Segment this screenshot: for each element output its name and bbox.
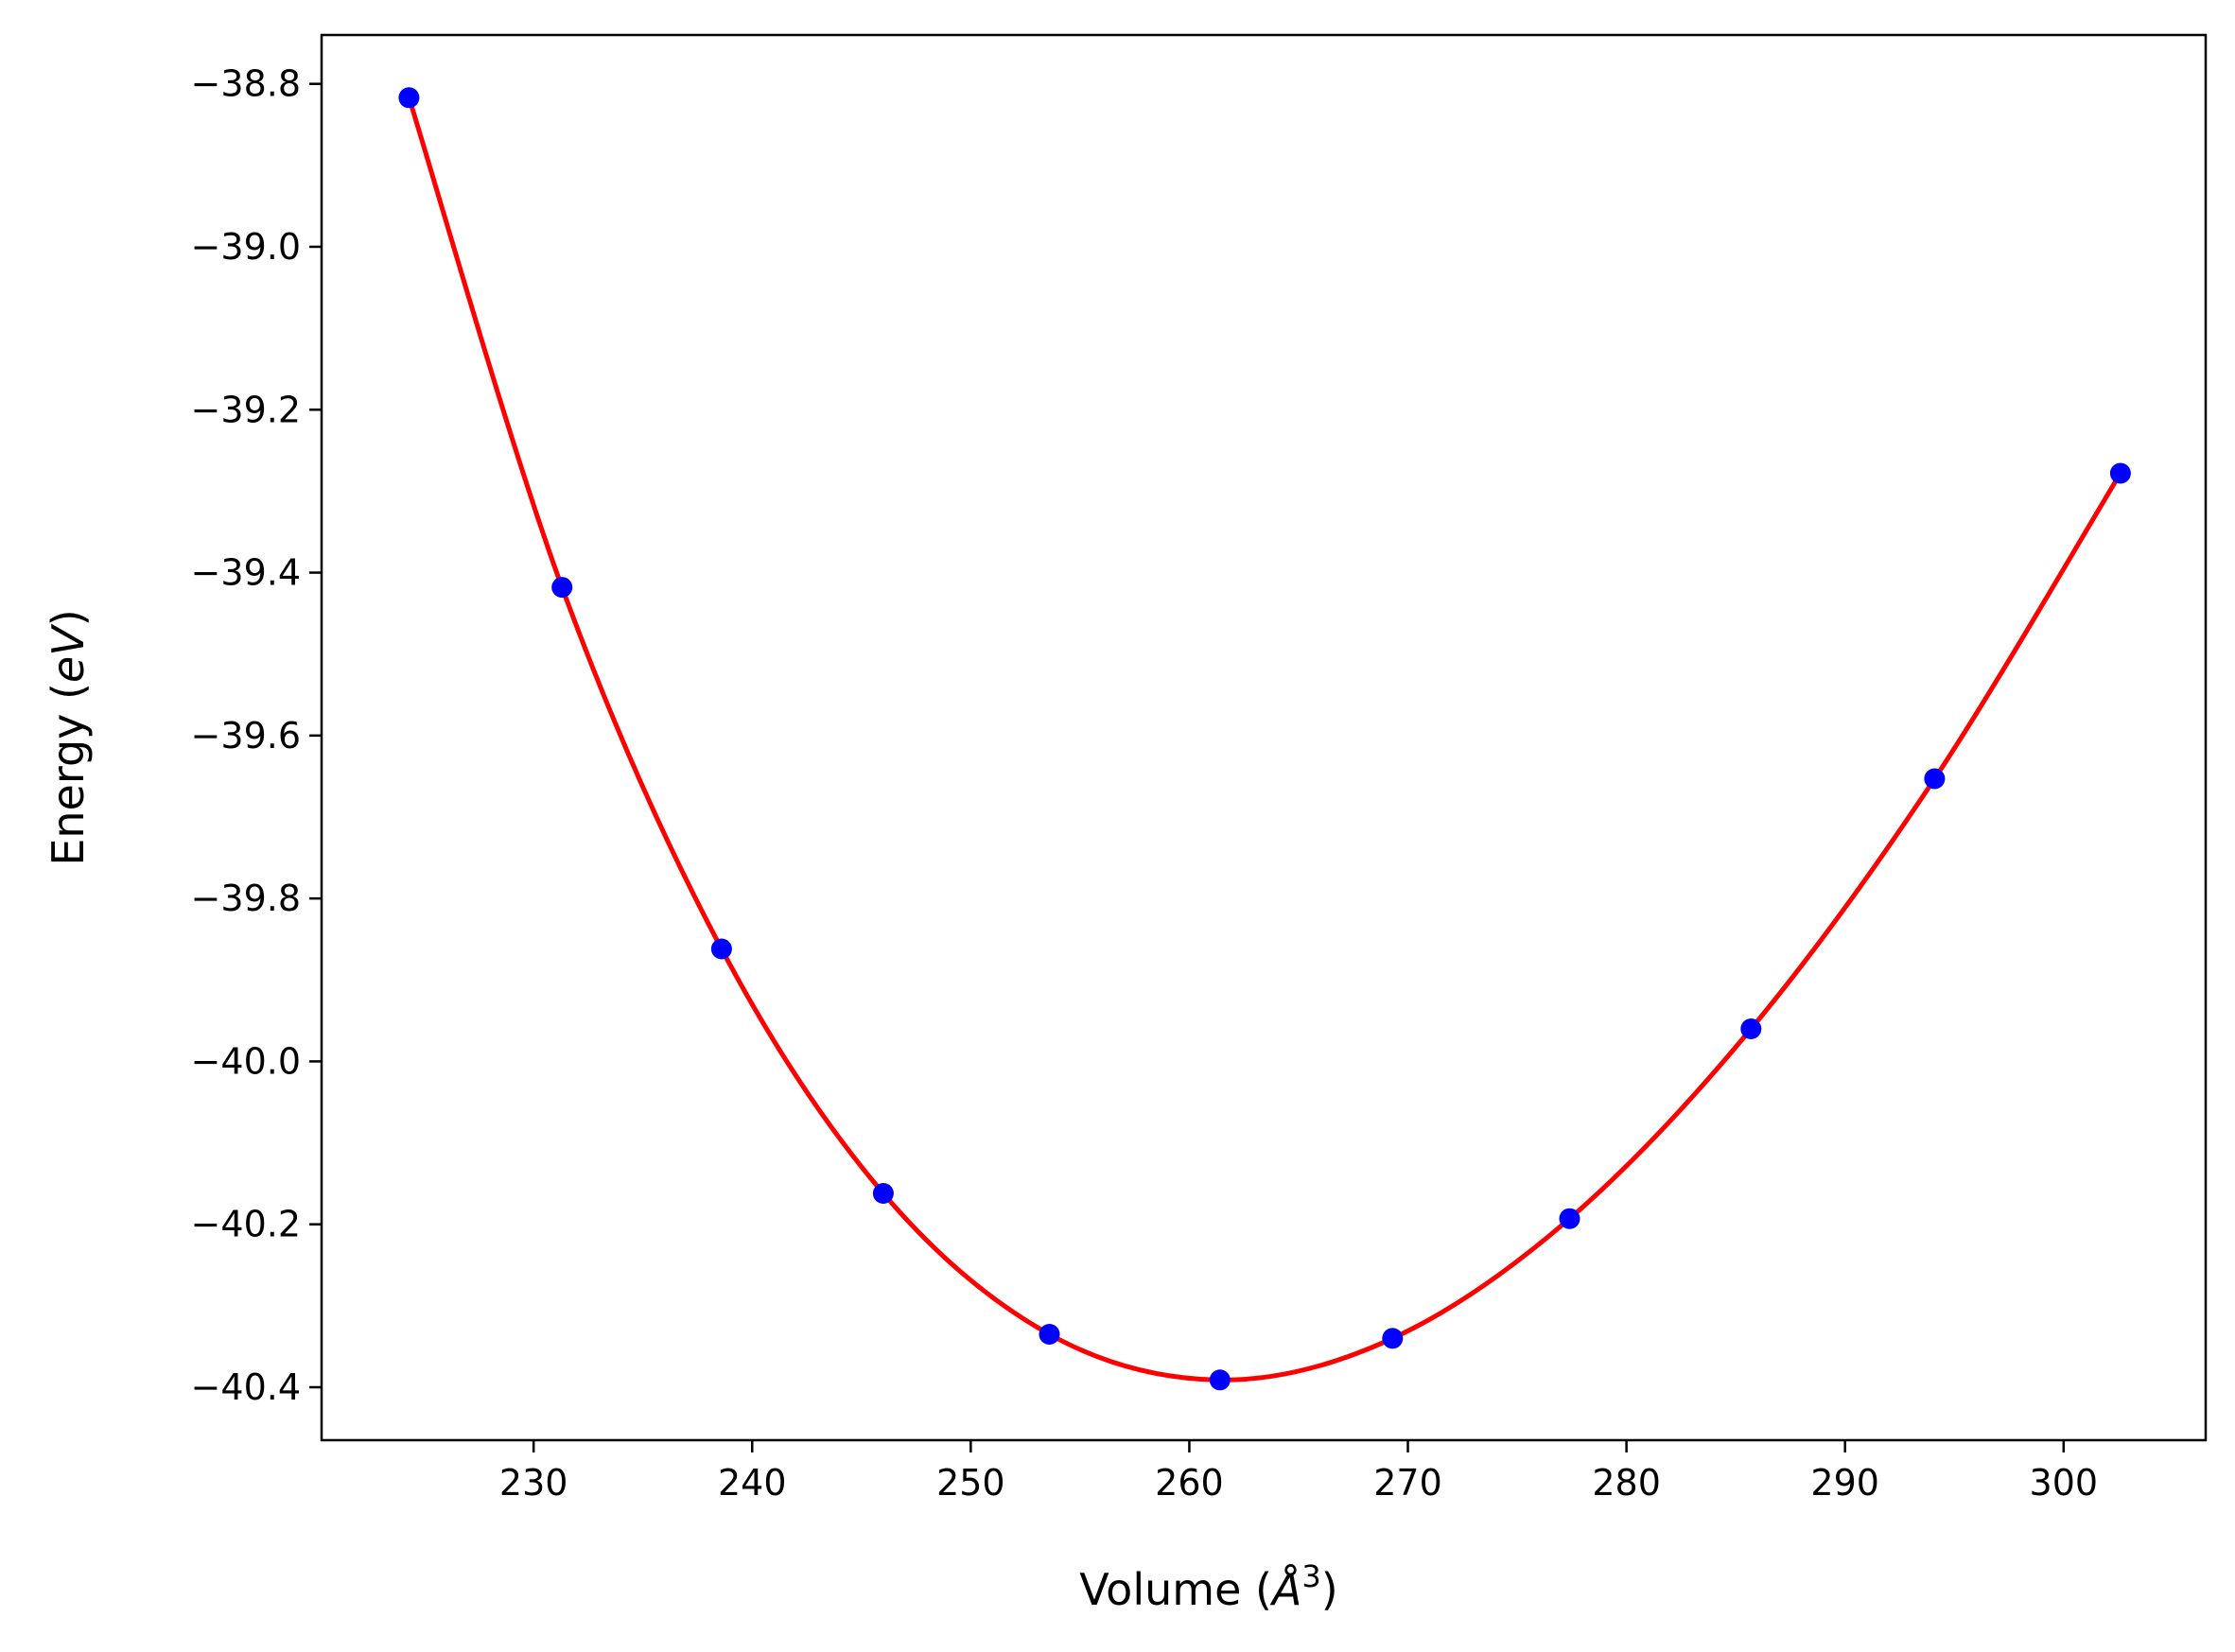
data-point (551, 577, 573, 599)
y-tick-label: −39.2 (191, 389, 301, 430)
y-tick-label: −39.0 (191, 226, 301, 268)
y-axis-label: Energy (eV) (43, 609, 94, 865)
y-tick-label: −39.4 (191, 552, 301, 594)
x-tick-label: 260 (1155, 1462, 1224, 1504)
y-tick-label: −40.2 (191, 1204, 301, 1245)
y-ticks-layer: −38.8 −39.0 −39.2 −39.4 −39.6 −39.8 −40.0 −40.2… (191, 63, 322, 1408)
x-tick-label: 280 (1592, 1462, 1661, 1504)
x-tick-label: 300 (2030, 1462, 2099, 1504)
data-point (398, 87, 420, 109)
data-point (872, 1183, 894, 1204)
x-tick-label: 230 (499, 1462, 568, 1504)
plot-background (322, 35, 2206, 1440)
data-points-layer (398, 87, 2131, 1391)
y-tick-label: −40.0 (191, 1040, 301, 1082)
x-tick-label: 270 (1373, 1462, 1442, 1504)
x-tick-label: 250 (936, 1462, 1005, 1504)
data-point (1382, 1328, 1404, 1349)
y-tick-label: −40.4 (191, 1366, 301, 1408)
x-tick-label: 240 (718, 1462, 787, 1504)
data-point (1209, 1369, 1231, 1391)
data-point (1559, 1208, 1580, 1229)
y-tick-label: −38.8 (191, 63, 301, 105)
x-axis-label: Volume (Å3) (1079, 1558, 1337, 1615)
x-tick-label: 290 (1810, 1462, 1879, 1504)
y-tick-label: −39.6 (191, 715, 301, 756)
data-point (1740, 1018, 1762, 1039)
data-point (2109, 462, 2131, 484)
x-ticks-layer: 230 240 250 260 270 280 290 300 (499, 1440, 2098, 1504)
fit-curve-layer (407, 96, 2123, 1382)
y-tick-label: −39.8 (191, 878, 301, 919)
data-point (710, 938, 732, 960)
data-point (1039, 1324, 1060, 1345)
fit-curve (407, 96, 2123, 1382)
plot-frame (320, 33, 2208, 1442)
data-point (1924, 768, 1946, 790)
